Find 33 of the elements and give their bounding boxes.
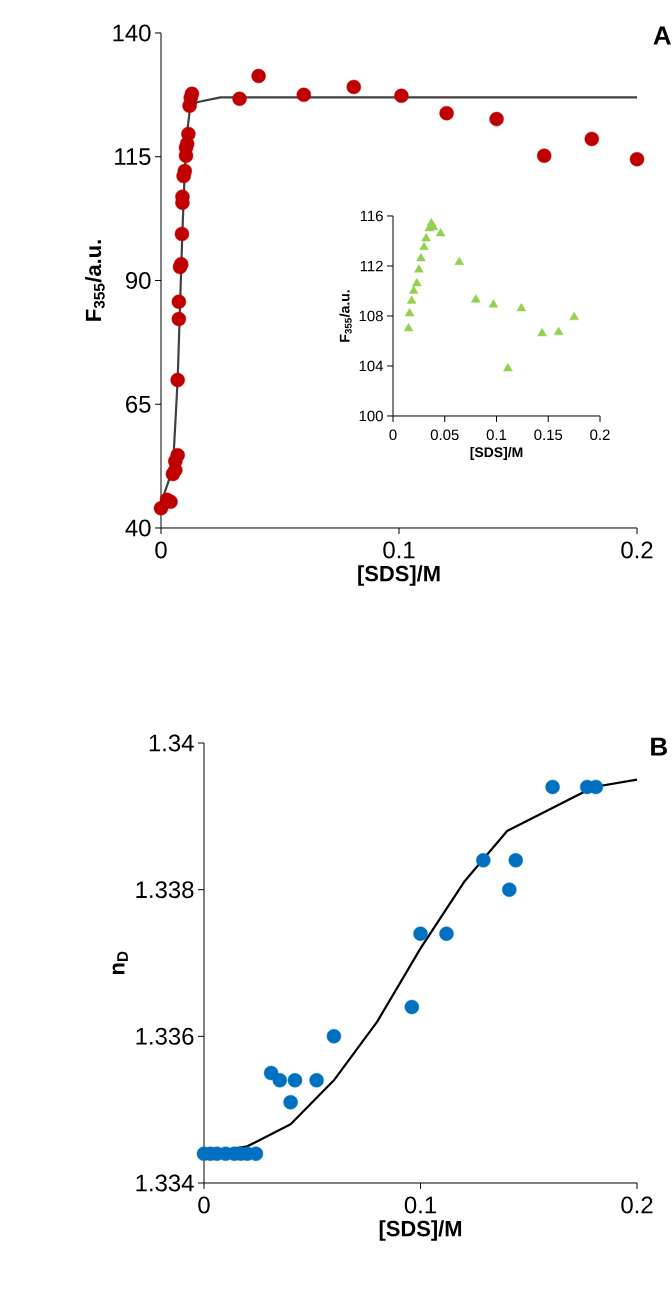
y-tick-label: 140	[113, 24, 151, 42]
y-tick-label: 115	[115, 148, 151, 166]
text: A	[653, 26, 671, 45]
y-tick-label: 116	[360, 210, 383, 222]
y-tick-label: 65	[126, 395, 151, 413]
y-axis-title: F$_{355}$/a.u.	[85, 240, 105, 321]
y-tick-label: 100	[359, 410, 383, 422]
text: B	[651, 737, 667, 756]
x-tick-label: 0.1	[404, 1196, 436, 1214]
x-tick-label: 0	[198, 1196, 210, 1214]
x-tick-label: 0.2	[621, 541, 653, 559]
y-tick-label: 1.34	[149, 734, 194, 752]
y-tick-label: 90	[126, 272, 151, 289]
y-tick-label: 1.336	[136, 1027, 194, 1045]
x-axis-title: [SDS]/M	[358, 565, 440, 586]
y-axis-title: n$_{D}$	[112, 951, 128, 975]
x-tick-label: 0	[389, 429, 397, 441]
x-tick-label: 0	[155, 541, 167, 559]
x-axis-title: [SDS]/M	[470, 446, 523, 460]
x-tick-label: 0.05	[430, 429, 459, 441]
x-tick-label: 0.1	[486, 429, 507, 441]
y-axis-title: F$_{355}$/a.u.	[339, 290, 352, 342]
y-tick-label: 40	[125, 519, 151, 537]
y-tick-label: 1.334	[136, 1174, 194, 1192]
y-tick-label: 112	[360, 260, 383, 272]
y-tick-label: 104	[359, 360, 384, 372]
y-tick-label: 1.338	[136, 881, 194, 899]
x-tick-label: 0.2	[590, 429, 610, 441]
x-axis-title: [SDS]/M	[379, 1220, 462, 1241]
x-tick-label: 0.1	[383, 541, 415, 559]
x-tick-label: 0.15	[534, 429, 563, 441]
y-tick-label: 108	[359, 310, 383, 322]
x-tick-label: 0.2	[621, 1196, 653, 1214]
